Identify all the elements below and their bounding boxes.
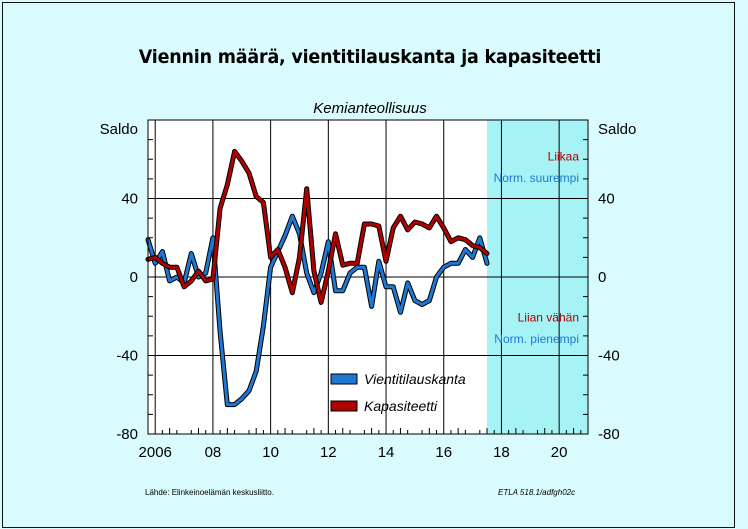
series-layer	[145, 148, 490, 408]
y-tick-label-left: 0	[130, 269, 138, 286]
y-axis-label-right: Saldo	[598, 121, 636, 138]
source-note: Lähde: Elinkeinoelämän keskusliitto.	[145, 488, 274, 497]
annotation-label: Norm. suurempi	[494, 171, 579, 185]
legend: Vientitilauskanta Kapasiteetti	[330, 371, 466, 414]
x-tick-label: 10	[262, 444, 279, 461]
chart-code: ETLA 518.1/adfgh02c	[498, 488, 576, 497]
x-tick-label: 12	[320, 444, 337, 461]
x-tick-label: 20	[551, 444, 568, 461]
y-tick-label-left: -40	[116, 348, 138, 365]
x-tick-label: 14	[378, 444, 395, 461]
legend-label-vientitilauskanta: Vientitilauskanta	[364, 371, 466, 387]
chart-subtitle: Kemianteollisuus	[313, 100, 427, 117]
y-tick-label-right: 0	[598, 269, 606, 286]
annotation-label: Liikaa	[548, 149, 580, 163]
legend-swatch-vientitilauskanta	[330, 373, 358, 385]
annotation-layer: Liikaa Norm. suurempi Liian vähän Norm. pie…	[494, 149, 580, 346]
y-tick-label-right: 40	[598, 191, 615, 208]
x-tick-label: 08	[205, 444, 222, 461]
figure-frame	[2, 2, 735, 528]
y-tick-label-right: -40	[598, 348, 620, 365]
x-tick-label: 16	[435, 444, 452, 461]
y-tick-label-left: -80	[116, 426, 138, 443]
x-tick-label: 2006	[139, 444, 172, 461]
series-line-kapasiteetti	[146, 149, 489, 304]
legend-swatch-kapasiteetti	[330, 400, 358, 412]
plot-border	[147, 119, 589, 435]
annotation-label: Norm. pienempi	[494, 332, 579, 346]
annotation-label: Liian vähän	[518, 310, 579, 324]
chart-title: Viennin määrä, vientitilauskanta ja kapa…	[138, 46, 602, 68]
x-tick-label: 18	[493, 444, 510, 461]
axes-layer: 2006 08 10 12 14 16 18 20 -80 -80 -40 -40 0 0 40 40 Sald…	[100, 121, 637, 461]
legend-label-kapasiteetti: Kapasiteetti	[364, 398, 438, 414]
y-tick-label-left: 40	[121, 191, 138, 208]
y-axis-label-left: Saldo	[100, 121, 138, 138]
y-tick-label-right: -80	[598, 426, 620, 443]
